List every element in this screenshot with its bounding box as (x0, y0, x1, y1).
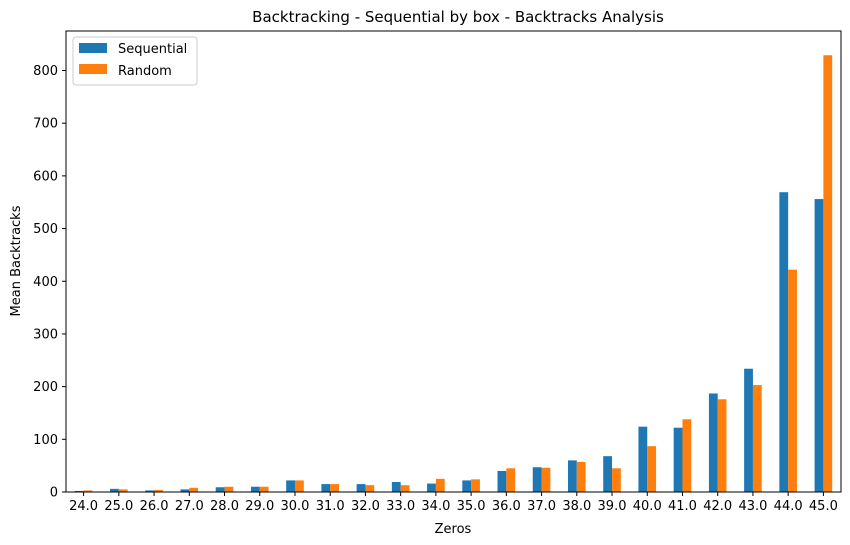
bar-sequential-44.0 (779, 192, 789, 492)
y-tick-label: 800 (33, 64, 58, 79)
x-tick-label: 25.0 (104, 499, 133, 514)
x-tick-label: 39.0 (598, 499, 627, 514)
x-tick-label: 37.0 (527, 499, 556, 514)
legend: Sequential Random (72, 36, 198, 86)
bar-sequential-25.0 (110, 488, 119, 492)
bar-sequential-31.0 (321, 484, 331, 492)
x-tick-label: 27.0 (175, 499, 204, 514)
x-tick-label: 36.0 (492, 499, 521, 514)
bar-sequential-45.0 (814, 199, 824, 492)
bar-sequential-36.0 (497, 470, 507, 492)
bar-sequential-28.0 (215, 487, 225, 492)
bar-sequential-26.0 (145, 490, 155, 492)
x-tick-label: 40.0 (633, 499, 662, 514)
legend-label-random: Random (118, 64, 172, 79)
x-tick-label: 28.0 (210, 499, 239, 514)
bar-random-40.0 (647, 446, 657, 492)
bar-random-29.0 (259, 486, 269, 492)
bar-sequential-43.0 (744, 368, 753, 492)
x-tick-label: 44.0 (774, 499, 803, 514)
x-tick-label: 38.0 (562, 499, 591, 514)
bar-random-45.0 (823, 55, 833, 493)
x-tick-label: 32.0 (351, 499, 380, 514)
bar-sequential-29.0 (250, 486, 260, 492)
bar-sequential-33.0 (391, 481, 401, 492)
x-tick-label: 29.0 (245, 499, 274, 514)
x-tick-label: 30.0 (281, 499, 310, 514)
bar-sequential-42.0 (708, 393, 718, 492)
bar-random-32.0 (365, 485, 375, 492)
bar-random-28.0 (224, 486, 234, 492)
legend-swatch-random (79, 64, 107, 74)
bar-random-35.0 (471, 479, 480, 492)
bar-random-39.0 (612, 468, 621, 492)
y-tick-label: 0 (50, 486, 58, 501)
bar-random-33.0 (400, 485, 410, 492)
y-tick-label: 400 (33, 275, 58, 290)
x-axis-label: Zeros (435, 522, 472, 537)
bar-random-41.0 (682, 419, 692, 492)
x-tick-label: 42.0 (703, 499, 732, 514)
bar-random-36.0 (506, 468, 516, 492)
bar-random-30.0 (294, 480, 304, 492)
x-tick-label: 33.0 (386, 499, 415, 514)
x-tick-label: 26.0 (140, 499, 169, 514)
y-tick-label: 100 (33, 433, 58, 448)
y-tick-label: 300 (33, 327, 58, 342)
bar-sequential-24.0 (74, 490, 84, 492)
bar-random-24.0 (83, 490, 93, 492)
x-axis-ticks: 24.0 25.0 26.0 27.0 28.0 29.0 30.0 31.0 32.0 33.0… (69, 492, 838, 514)
bar-sequential-37.0 (532, 467, 542, 492)
y-axis-ticks: 0 100 200 300 400 500 600 700 800 (33, 64, 66, 501)
bar-random-34.0 (435, 478, 445, 492)
legend-swatch-sequential (79, 43, 107, 53)
y-axis-label: Mean Backtracks (9, 205, 24, 316)
x-tick-label: 41.0 (668, 499, 697, 514)
y-tick-label: 500 (33, 222, 58, 237)
x-tick-label: 45.0 (809, 499, 838, 514)
bar-random-38.0 (576, 461, 586, 492)
legend-label-sequential: Sequential (118, 42, 187, 57)
bar-sequential-30.0 (286, 480, 295, 492)
x-tick-label: 43.0 (738, 499, 767, 514)
bar-sequential-39.0 (603, 456, 613, 492)
y-tick-label: 700 (33, 117, 58, 132)
bar-sequential-40.0 (638, 426, 648, 492)
bar-random-31.0 (330, 484, 340, 492)
plot-frame (65, 30, 842, 493)
bar-sequential-27.0 (180, 489, 190, 492)
bar-random-43.0 (752, 385, 762, 492)
bar-random-42.0 (717, 399, 727, 492)
bars-group (74, 55, 833, 493)
bar-random-26.0 (154, 489, 163, 492)
bar-random-25.0 (118, 489, 128, 492)
x-tick-label: 31.0 (316, 499, 345, 514)
bar-sequential-38.0 (567, 460, 577, 492)
y-tick-label: 200 (33, 380, 58, 395)
chart-title: Backtracking - Sequential by box - Backt… (252, 8, 664, 26)
x-tick-label: 35.0 (457, 499, 486, 514)
bar-sequential-34.0 (427, 483, 436, 492)
x-tick-label: 34.0 (421, 499, 450, 514)
bar-sequential-35.0 (462, 480, 472, 492)
bar-random-27.0 (189, 487, 199, 492)
bar-sequential-32.0 (356, 484, 366, 492)
y-tick-label: 600 (33, 169, 58, 184)
bar-sequential-41.0 (673, 427, 683, 492)
x-tick-label: 24.0 (69, 499, 98, 514)
bar-random-44.0 (788, 269, 797, 492)
bar-random-37.0 (541, 467, 551, 492)
